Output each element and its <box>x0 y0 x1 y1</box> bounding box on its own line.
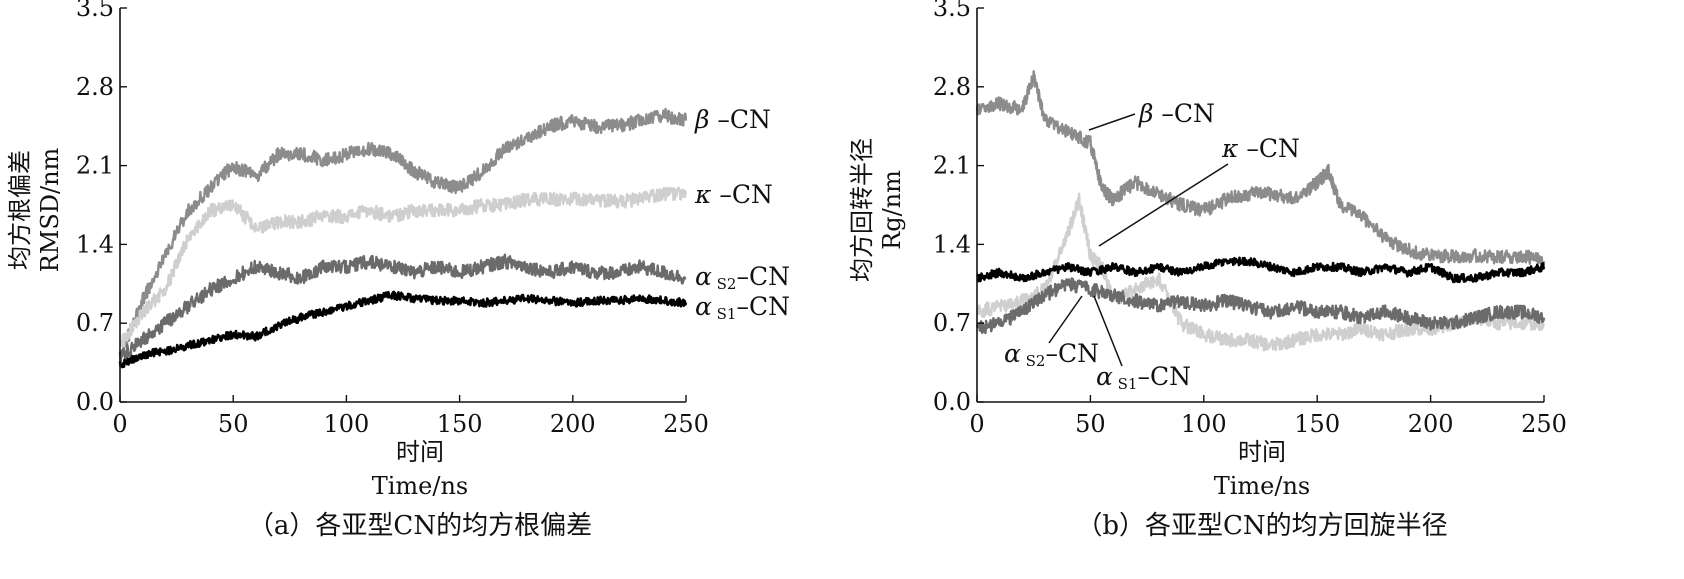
rmsd-x-tick-label: 100 <box>323 410 369 438</box>
rmsd-y-tick-label: 2.8 <box>76 73 114 101</box>
rg-series-line <box>975 277 1546 335</box>
rmsd-x-tick-label: 50 <box>218 410 249 438</box>
rmsd-y-tick-label: 1.4 <box>76 230 114 258</box>
rmsd-plot-area <box>118 107 688 369</box>
rmsd-series-label: α S1–CN <box>695 292 790 323</box>
rmsd-series-line <box>118 107 688 359</box>
rg-y-tick-label: 0.0 <box>933 388 971 416</box>
rmsd-x-tick-label: 150 <box>437 410 483 438</box>
rg-xlabel-en: Time/ns <box>1214 472 1311 500</box>
rg-xlabel-cn: 时间 <box>1238 438 1286 466</box>
rg-series-label: α S1–CN <box>1096 362 1191 393</box>
rg-series-label: α S2–CN <box>1004 339 1099 370</box>
rg-chart: 时间 Time/ns （b）各亚型CN的均方回旋半径 均方回转半径 Rg/nm … <box>848 0 1567 541</box>
rg-series-line <box>975 70 1546 270</box>
rg-y-tick-label: 3.5 <box>933 0 971 22</box>
rmsd-xlabel-en: Time/ns <box>372 472 469 500</box>
rg-y-tick-label: 0.7 <box>933 309 971 337</box>
rg-x-tick-label: 100 <box>1181 410 1227 438</box>
rg-x-tick-label: 150 <box>1294 410 1340 438</box>
rg-y-tick-label: 1.4 <box>933 230 971 258</box>
rg-ylabel-en: Rg/nm <box>878 170 906 250</box>
rmsd-caption: （a）各亚型CN的均方根偏差 <box>248 511 592 541</box>
rmsd-x-tick-label: 250 <box>663 410 709 438</box>
rg-leader-line <box>1098 163 1229 247</box>
rmsd-series-line <box>118 290 688 369</box>
rmsd-x-tick-label: 0 <box>112 410 127 438</box>
rg-y-tick-label: 2.1 <box>933 152 971 180</box>
rmsd-series-label: κ –CN <box>694 180 773 209</box>
rg-leader-line <box>1088 113 1136 131</box>
rg-series-line <box>975 256 1546 284</box>
panel-rmsd: 时间 Time/ns （a）各亚型CN的均方根偏差 均方根偏差 RMSD/nm … <box>0 0 842 575</box>
rg-series-label: β –CN <box>1138 99 1215 128</box>
rmsd-y-tick-label: 3.5 <box>76 0 114 22</box>
rg-caption: （b）各亚型CN的均方回旋半径 <box>1076 511 1447 541</box>
rg-leader-line <box>1093 295 1123 367</box>
rg-x-tick-label: 200 <box>1408 410 1454 438</box>
rg-x-tick-label: 250 <box>1521 410 1567 438</box>
rg-leader-line <box>1048 295 1083 344</box>
rg-series-label: κ –CN <box>1221 134 1300 163</box>
rg-plot-area <box>975 70 1546 352</box>
rmsd-series-line <box>119 186 688 348</box>
rmsd-series-line <box>118 253 687 365</box>
rmsd-series-label: α S2–CN <box>695 262 790 293</box>
rmsd-y-tick-label: 0.7 <box>76 309 114 337</box>
rmsd-ylabel-cn: 均方根偏差 <box>6 150 34 270</box>
rmsd-xlabel-cn: 时间 <box>396 438 444 466</box>
rg-y-tick-label: 2.8 <box>933 73 971 101</box>
rmsd-x-tick-label: 200 <box>550 410 596 438</box>
rmsd-y-tick-label: 0.0 <box>76 388 114 416</box>
panel-rg: 时间 Time/ns （b）各亚型CN的均方回旋半径 均方回转半径 Rg/nm … <box>842 0 1684 575</box>
rmsd-chart: 时间 Time/ns （a）各亚型CN的均方根偏差 均方根偏差 RMSD/nm … <box>6 0 790 541</box>
rmsd-ylabel-en: RMSD/nm <box>36 147 64 272</box>
rmsd-y-tick-label: 2.1 <box>76 152 114 180</box>
rg-ylabel-cn: 均方回转半径 <box>848 138 876 282</box>
rg-x-tick-label: 0 <box>969 410 984 438</box>
rg-x-tick-label: 50 <box>1075 410 1106 438</box>
rmsd-series-label: β –CN <box>694 105 771 134</box>
